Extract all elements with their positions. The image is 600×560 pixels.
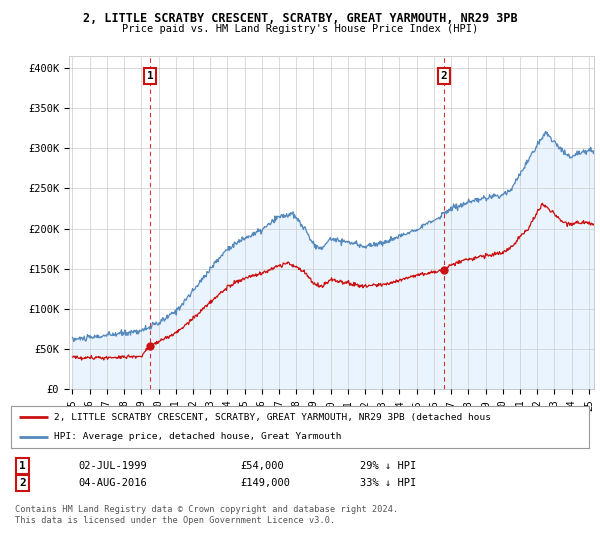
Text: 2: 2 <box>19 478 26 488</box>
Text: 02-JUL-1999: 02-JUL-1999 <box>78 461 147 471</box>
Text: 2, LITTLE SCRATBY CRESCENT, SCRATBY, GREAT YARMOUTH, NR29 3PB: 2, LITTLE SCRATBY CRESCENT, SCRATBY, GRE… <box>83 12 517 25</box>
Text: Contains HM Land Registry data © Crown copyright and database right 2024.
This d: Contains HM Land Registry data © Crown c… <box>15 505 398 525</box>
Text: 2: 2 <box>440 71 447 81</box>
Text: 1: 1 <box>19 461 26 471</box>
Text: £149,000: £149,000 <box>240 478 290 488</box>
Text: 29% ↓ HPI: 29% ↓ HPI <box>360 461 416 471</box>
Text: 1: 1 <box>146 71 153 81</box>
Text: 33% ↓ HPI: 33% ↓ HPI <box>360 478 416 488</box>
Text: Price paid vs. HM Land Registry's House Price Index (HPI): Price paid vs. HM Land Registry's House … <box>122 24 478 34</box>
Text: 04-AUG-2016: 04-AUG-2016 <box>78 478 147 488</box>
Text: £54,000: £54,000 <box>240 461 284 471</box>
Text: 2, LITTLE SCRATBY CRESCENT, SCRATBY, GREAT YARMOUTH, NR29 3PB (detached hous: 2, LITTLE SCRATBY CRESCENT, SCRATBY, GRE… <box>54 413 491 422</box>
Text: HPI: Average price, detached house, Great Yarmouth: HPI: Average price, detached house, Grea… <box>54 432 341 441</box>
